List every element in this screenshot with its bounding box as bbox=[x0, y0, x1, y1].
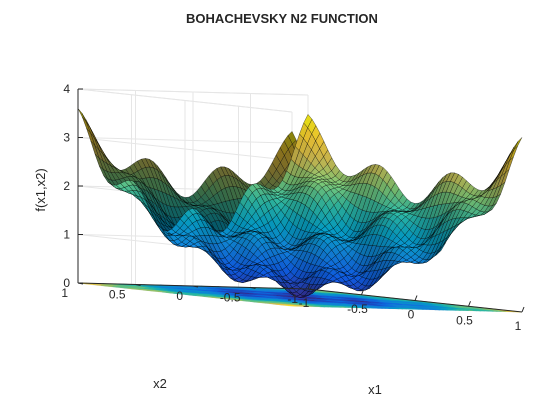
figure: -1 -0.5 0 0.5 1-1-0.500.5101234 BOHACHEVSKY … bbox=[33, 11, 525, 397]
